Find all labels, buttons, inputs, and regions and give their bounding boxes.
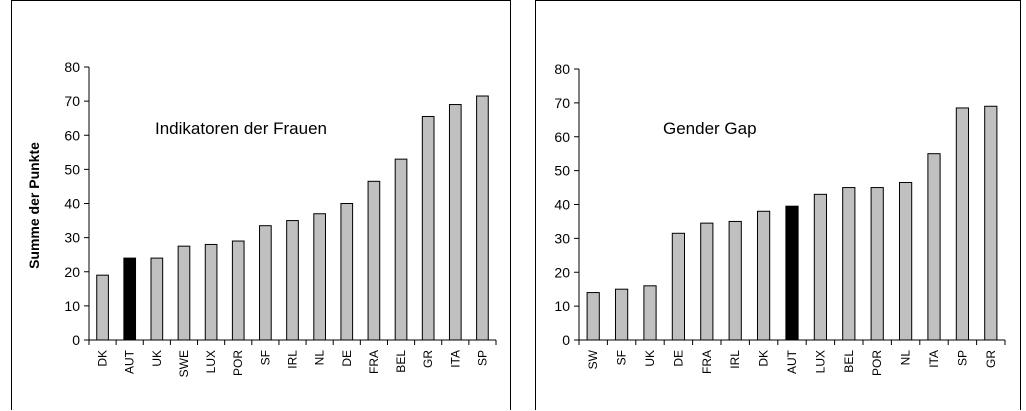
x-tick-label: SWE — [177, 350, 191, 377]
chart-indikatoren-der-frauen: 0 10 20 30 40 50 60 70 80 DK AUT UK SWE LUX POR SF IRL NL… — [26, 59, 497, 377]
x-tick-label: UK — [150, 350, 164, 367]
y-tick-label: 0 — [562, 332, 570, 348]
bar-ita — [448, 104, 462, 341]
bar-dk — [96, 274, 109, 341]
x-tick-label: ITA — [448, 350, 462, 368]
x-tick-label: GR — [984, 350, 998, 368]
x-tick-label: POR — [231, 350, 245, 376]
x-tick-label: IRL — [728, 350, 742, 369]
x-tick-label: FRA — [367, 350, 381, 374]
bar-sp — [476, 95, 489, 341]
y-tick-label: 60 — [554, 129, 570, 145]
bar-de — [671, 232, 686, 341]
x-tick-label: FRA — [700, 350, 714, 374]
y-tick-label: 50 — [64, 161, 80, 177]
x-tick-label: UK — [643, 350, 657, 367]
y-tick-label: 70 — [64, 93, 80, 109]
chart-panel-left: 0 10 20 30 40 50 60 70 80 DK AUT UK SWE LUX POR SF IRL NL… — [11, 0, 511, 410]
bar-uk — [643, 285, 657, 341]
bar-sf — [259, 225, 272, 341]
bar-gr — [984, 105, 998, 341]
x-tick-label: SP — [955, 350, 969, 366]
y-tick-label: 70 — [554, 95, 570, 111]
bar-aut — [123, 257, 137, 341]
y-tick-label: 0 — [72, 332, 80, 348]
y-tick-label: 40 — [554, 197, 570, 213]
y-tick-label: 80 — [64, 59, 80, 75]
bar-dk — [756, 210, 771, 341]
x-tick-label: LUX — [204, 350, 218, 373]
bar-lux — [204, 243, 218, 341]
x-tick-label: DE — [671, 350, 685, 367]
bar-nl — [313, 213, 326, 341]
bar-sp — [955, 107, 970, 341]
y-axis-label: Summe der Punkte — [26, 142, 42, 269]
x-tick-label: AUT — [785, 349, 799, 374]
x-tick-label: LUX — [813, 350, 827, 373]
bar-swe — [177, 245, 191, 341]
chart-annotation: Indikatoren der Frauen — [155, 119, 327, 138]
x-tick-label: GR — [421, 350, 435, 368]
bar-sf — [614, 288, 629, 341]
y-tick-label: 30 — [554, 230, 570, 246]
x-tick-label: NL — [899, 350, 913, 366]
chart-panel-right: 0 10 20 30 40 50 60 70 80 SW SF UK DE FRA IRL DK AUT LUX B… — [535, 0, 1021, 410]
bar-sw — [586, 292, 600, 341]
bar-ita — [927, 153, 941, 341]
x-tick-label: AUT — [123, 349, 137, 374]
bar-irl — [728, 220, 742, 341]
bar-fra — [700, 222, 714, 341]
bar-por — [231, 240, 245, 341]
y-tick-label: 20 — [64, 264, 80, 280]
y-tick-label: 80 — [554, 61, 570, 77]
x-tick-label: IRL — [286, 350, 300, 369]
y-tick-label: 40 — [64, 196, 80, 212]
bar-bel — [394, 158, 408, 341]
bar-aut — [785, 205, 799, 341]
bar-gr — [421, 115, 435, 341]
x-tick-label: DK — [757, 350, 771, 367]
y-tick-label: 50 — [554, 163, 570, 179]
bar-lux — [813, 193, 828, 341]
x-tick-label: DK — [96, 350, 110, 367]
y-tick-label: 10 — [554, 298, 570, 314]
x-tick-label: BEL — [842, 350, 856, 373]
bar-nl — [898, 181, 913, 341]
y-tick-label: 20 — [554, 264, 570, 280]
x-tick-label: DE — [340, 350, 354, 367]
x-tick-label: BEL — [394, 350, 408, 373]
bar-fra — [367, 180, 381, 341]
x-tick-label: NL — [313, 350, 327, 366]
bar-bel — [842, 187, 856, 341]
x-tick-label: SP — [475, 350, 489, 366]
bar-por — [870, 187, 884, 341]
bar-uk — [150, 257, 164, 341]
y-tick-label: 10 — [64, 298, 80, 314]
x-tick-label: SF — [258, 350, 272, 365]
x-tick-label: SF — [615, 350, 629, 365]
y-tick-label: 60 — [64, 127, 80, 143]
x-tick-label: ITA — [927, 350, 941, 368]
chart-gender-gap: 0 10 20 30 40 50 60 70 80 SW SF UK DE FRA IRL DK AUT LUX B… — [554, 61, 1006, 376]
x-tick-label: SW — [586, 349, 600, 369]
bar-de — [340, 203, 354, 341]
bar-irl — [286, 220, 299, 341]
x-tick-label: POR — [870, 350, 884, 376]
y-tick-label: 30 — [64, 230, 80, 246]
chart-annotation: Gender Gap — [663, 119, 757, 138]
